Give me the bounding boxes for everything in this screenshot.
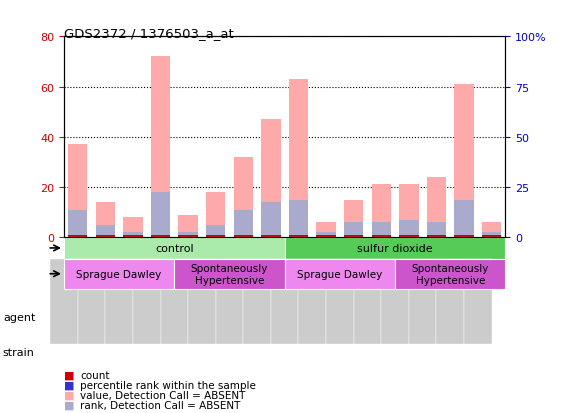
Bar — [482, 223, 501, 237]
Bar — [50, 259, 78, 344]
Bar — [344, 200, 363, 237]
Bar — [285, 259, 395, 289]
Bar — [427, 178, 446, 237]
Bar — [372, 235, 391, 237]
Bar — [271, 259, 299, 344]
Bar — [206, 235, 225, 237]
Text: strain: strain — [3, 347, 35, 357]
Bar — [234, 210, 253, 237]
Bar — [454, 85, 474, 237]
Text: count: count — [80, 370, 110, 380]
Bar — [160, 259, 188, 344]
Bar — [123, 218, 142, 237]
Bar — [399, 220, 418, 237]
Bar — [234, 157, 253, 237]
Text: ■: ■ — [64, 370, 74, 380]
Bar — [178, 233, 198, 237]
Bar — [68, 145, 87, 237]
Bar — [133, 259, 160, 344]
Text: agent: agent — [3, 312, 35, 322]
Bar — [482, 233, 501, 237]
Bar — [372, 223, 391, 237]
Text: value, Detection Call = ABSENT: value, Detection Call = ABSENT — [80, 390, 246, 400]
Bar — [174, 259, 285, 289]
Bar — [178, 235, 198, 237]
Bar — [105, 259, 133, 344]
Bar — [289, 80, 308, 237]
Bar — [289, 235, 308, 237]
Text: ■: ■ — [64, 380, 74, 390]
Bar — [399, 185, 418, 237]
Bar — [96, 225, 115, 237]
Bar — [454, 235, 474, 237]
Bar — [454, 200, 474, 237]
Text: rank, Detection Call = ABSENT: rank, Detection Call = ABSENT — [80, 400, 241, 410]
Text: ■: ■ — [64, 390, 74, 400]
Bar — [344, 223, 363, 237]
Bar — [381, 259, 409, 344]
Bar — [234, 235, 253, 237]
Bar — [482, 235, 501, 237]
Bar — [427, 223, 446, 237]
Bar — [317, 235, 336, 237]
Bar — [372, 185, 391, 237]
Text: Sprague Dawley: Sprague Dawley — [77, 269, 162, 279]
Bar — [285, 237, 505, 259]
Bar — [96, 202, 115, 237]
Bar — [317, 233, 336, 237]
Bar — [261, 120, 281, 237]
Bar — [151, 192, 170, 237]
Bar — [289, 200, 308, 237]
Bar — [151, 235, 170, 237]
Bar — [427, 235, 446, 237]
Bar — [123, 235, 142, 237]
Text: Sprague Dawley: Sprague Dawley — [297, 269, 382, 279]
Bar — [299, 259, 326, 344]
Bar — [261, 235, 281, 237]
Bar — [151, 57, 170, 237]
Bar — [216, 259, 243, 344]
Bar — [326, 259, 354, 344]
Bar — [68, 210, 87, 237]
Bar — [317, 223, 336, 237]
Text: control: control — [155, 243, 193, 253]
Bar — [344, 235, 363, 237]
Bar — [395, 259, 505, 289]
Bar — [123, 233, 142, 237]
Bar — [178, 215, 198, 237]
Bar — [261, 202, 281, 237]
Bar — [243, 259, 271, 344]
Text: Spontaneously
Hypertensive: Spontaneously Hypertensive — [191, 263, 268, 285]
Bar — [399, 235, 418, 237]
Bar — [206, 225, 225, 237]
Bar — [96, 235, 115, 237]
Bar — [354, 259, 381, 344]
Text: ■: ■ — [64, 400, 74, 410]
Text: percentile rank within the sample: percentile rank within the sample — [80, 380, 256, 390]
Bar — [78, 259, 105, 344]
Bar — [409, 259, 436, 344]
Text: sulfur dioxide: sulfur dioxide — [357, 243, 433, 253]
Bar — [64, 259, 174, 289]
Bar — [64, 237, 285, 259]
Bar — [436, 259, 464, 344]
Bar — [206, 192, 225, 237]
Text: GDS2372 / 1376503_a_at: GDS2372 / 1376503_a_at — [64, 27, 234, 40]
Bar — [68, 235, 87, 237]
Text: Spontaneously
Hypertensive: Spontaneously Hypertensive — [411, 263, 489, 285]
Bar — [464, 259, 492, 344]
Bar — [188, 259, 216, 344]
